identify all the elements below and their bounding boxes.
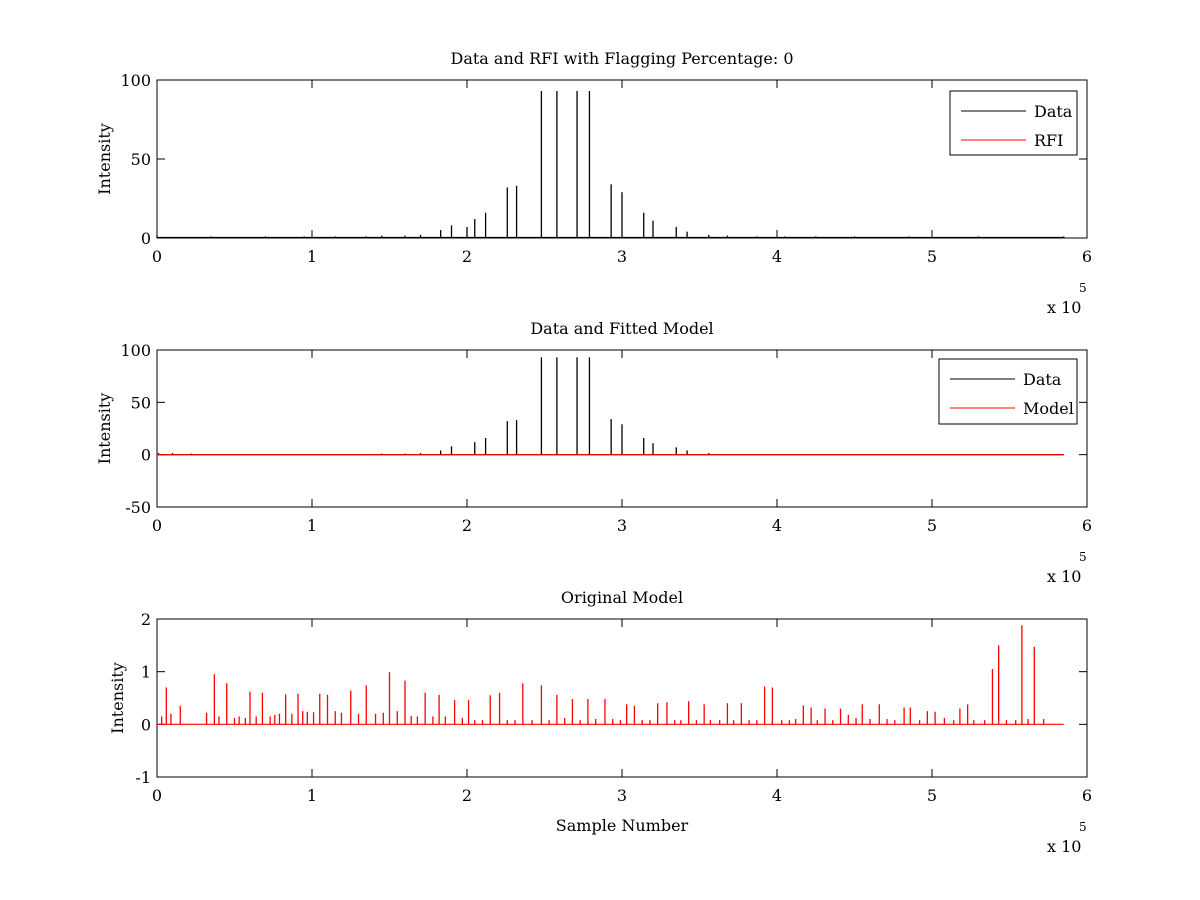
y-tick-label: 1 <box>141 663 151 682</box>
legend: Data RFI <box>949 90 1078 156</box>
y-tick-label: 50 <box>131 393 151 412</box>
y-tick-label: 2 <box>141 610 151 629</box>
chart-title: Original Model <box>561 588 683 607</box>
x-axis-label: Sample Number <box>556 816 689 835</box>
y-tick-label: 0 <box>141 229 151 248</box>
x-tick-label: 4 <box>772 247 782 266</box>
x-tick-label: 4 <box>772 786 782 805</box>
x-tick-label: 6 <box>1082 247 1092 266</box>
x-tick-label: 2 <box>462 516 472 535</box>
x-tick-label: 5 <box>927 247 937 266</box>
x-tick-label: 2 <box>462 786 472 805</box>
x-tick-label: 4 <box>772 516 782 535</box>
legend-label: Model <box>1023 399 1074 418</box>
x-tick-label: 6 <box>1082 786 1092 805</box>
x-multiplier: x 10 <box>1047 567 1081 586</box>
legend-label: Data <box>1034 102 1073 121</box>
legend-box <box>949 90 1078 156</box>
y-axis-label: Intensity <box>108 662 127 734</box>
y-tick-label: -50 <box>125 498 151 517</box>
legend: Data Model <box>938 358 1078 425</box>
x-tick-label: 2 <box>462 247 472 266</box>
y-tick-label: 0 <box>141 715 151 734</box>
series-model <box>157 625 1064 725</box>
y-tick-label: 100 <box>120 341 151 360</box>
x-tick-label: 3 <box>617 247 627 266</box>
legend-box <box>938 358 1078 425</box>
y-tick-label: -1 <box>135 768 151 787</box>
chart-title: Data and Fitted Model <box>530 319 713 338</box>
y-tick-label: 50 <box>131 150 151 169</box>
chart-title: Data and RFI with Flagging Percentage: 0 <box>450 49 793 68</box>
plot-area <box>156 618 1088 778</box>
y-tick-label: 0 <box>141 446 151 465</box>
x-tick-label: 3 <box>617 786 627 805</box>
x-multiplier-exponent: 5 <box>1079 820 1087 834</box>
x-tick-label: 6 <box>1082 516 1092 535</box>
x-multiplier: x 10 <box>1047 837 1081 856</box>
y-tick-label: 100 <box>120 71 151 90</box>
x-tick-label: 1 <box>307 786 317 805</box>
y-axis-label: Intensity <box>95 393 114 465</box>
x-multiplier-exponent: 5 <box>1079 281 1087 295</box>
series-data <box>156 91 1065 239</box>
legend-label: RFI <box>1034 131 1063 150</box>
x-tick-label: 1 <box>307 516 317 535</box>
x-tick-label: 5 <box>927 786 937 805</box>
y-axis-label: Intensity <box>95 123 114 195</box>
chart-1: 0 1 2 3 4 5 6 0 50 100 Data and RFI with Flagging … <box>95 49 1092 317</box>
x-tick-label: 0 <box>152 516 162 535</box>
x-tick-label: 1 <box>307 247 317 266</box>
x-tick-label: 0 <box>152 786 162 805</box>
x-multiplier: x 10 <box>1047 298 1081 317</box>
x-tick-label: 5 <box>927 516 937 535</box>
x-multiplier-exponent: 5 <box>1079 550 1087 564</box>
x-tick-label: 3 <box>617 516 627 535</box>
x-tick-label: 0 <box>152 247 162 266</box>
legend-label: Data <box>1023 370 1062 389</box>
